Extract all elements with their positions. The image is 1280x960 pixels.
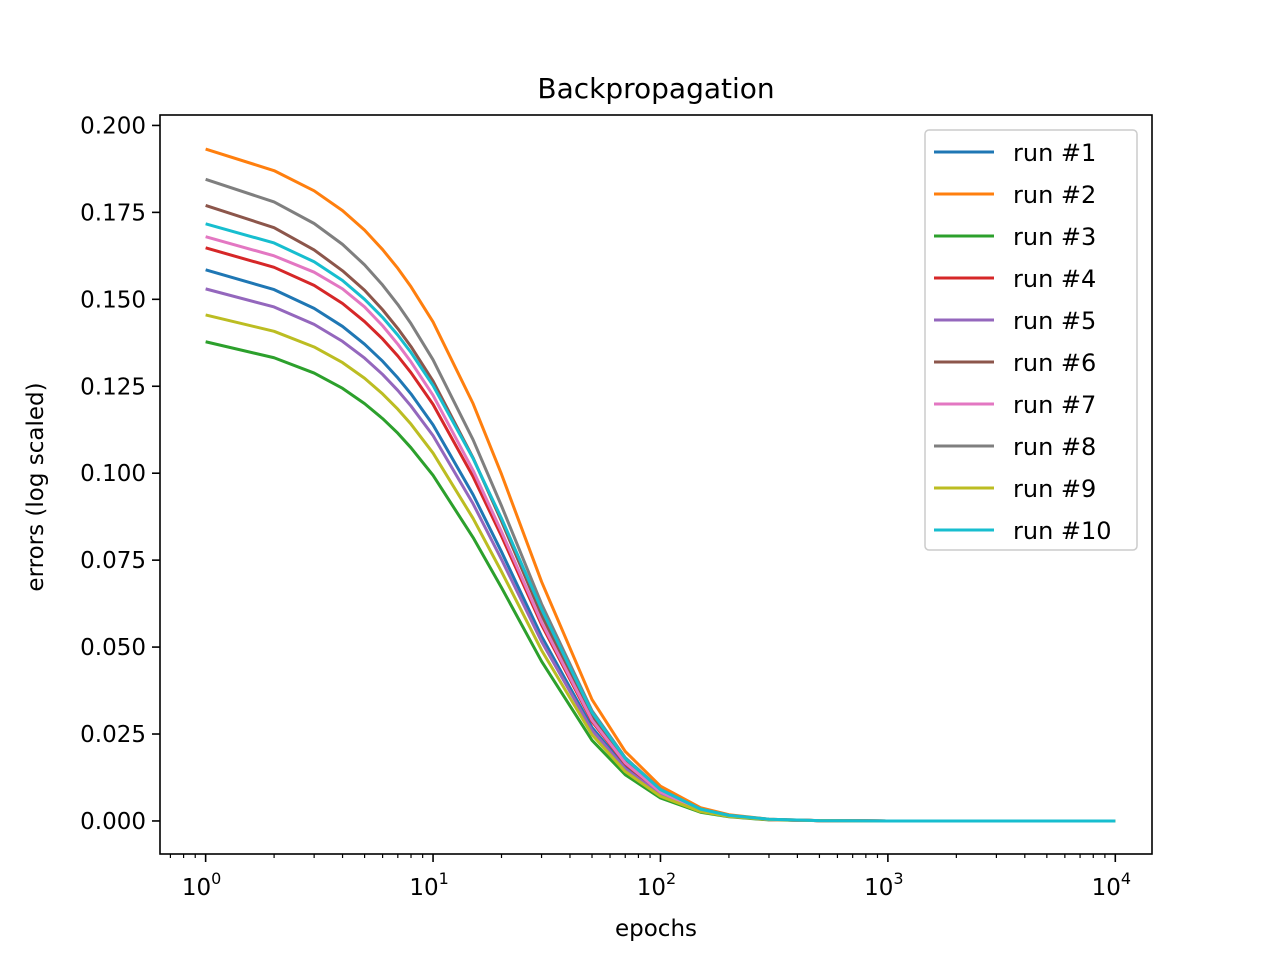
legend-label: run #5 xyxy=(1013,307,1096,335)
y-tick-label: 0.075 xyxy=(80,548,146,574)
y-tick-label: 0.025 xyxy=(80,722,146,748)
x-tick-base: 10 xyxy=(1092,875,1121,901)
x-tick-label: 101 xyxy=(409,869,448,901)
y-tick-label: 0.175 xyxy=(80,200,146,226)
x-tick-label: 104 xyxy=(1092,869,1131,901)
legend-item: run #5 xyxy=(934,307,1096,335)
y-tick-label: 0.050 xyxy=(80,635,146,661)
x-tick-label: 100 xyxy=(182,869,221,901)
x-tick-exponent: 1 xyxy=(439,869,449,888)
legend-label: run #10 xyxy=(1013,517,1112,545)
y-tick-label: 0.125 xyxy=(80,374,146,400)
x-tick-label: 103 xyxy=(864,869,903,901)
legend-item: run #9 xyxy=(934,475,1096,503)
legend-label: run #3 xyxy=(1013,223,1096,251)
x-axis-label: epochs xyxy=(615,916,697,942)
y-tick-label: 0.150 xyxy=(80,287,146,313)
y-tick-label: 0.000 xyxy=(80,809,146,835)
legend-item: run #10 xyxy=(934,517,1112,545)
legend-label: run #4 xyxy=(1013,265,1096,293)
legend-item: run #2 xyxy=(934,181,1096,209)
x-tick-label: 102 xyxy=(637,869,676,901)
legend-label: run #7 xyxy=(1013,391,1096,419)
legend-label: run #1 xyxy=(1013,139,1096,167)
x-tick-base: 10 xyxy=(864,875,893,901)
legend-label: run #2 xyxy=(1013,181,1096,209)
series-line-run-10 xyxy=(205,222,1116,823)
legend-item: run #8 xyxy=(934,433,1096,461)
legend-label: run #9 xyxy=(1013,475,1096,503)
legend-item: run #4 xyxy=(934,265,1096,293)
x-tick-exponent: 2 xyxy=(666,869,676,888)
legend-label: run #8 xyxy=(1013,433,1096,461)
x-tick-exponent: 0 xyxy=(211,869,221,888)
x-tick-base: 10 xyxy=(182,875,211,901)
y-tick-label: 0.100 xyxy=(80,461,146,487)
x-tick-exponent: 4 xyxy=(1121,869,1131,888)
plot-area xyxy=(205,147,1116,823)
legend-item: run #3 xyxy=(934,223,1096,251)
legend-item: run #1 xyxy=(934,139,1096,167)
y-axis-label: errors (log scaled) xyxy=(23,382,49,591)
x-tick-base: 10 xyxy=(637,875,666,901)
x-axis: 100 101 102 103 104 xyxy=(169,854,1131,901)
legend-item: run #6 xyxy=(934,349,1096,377)
y-tick-label: 0.200 xyxy=(80,113,146,139)
y-axis: 0.000 0.025 0.050 0.075 0.100 0.125 0.150 0.175… xyxy=(80,113,160,835)
legend-label: run #6 xyxy=(1013,349,1096,377)
legend-item: run #7 xyxy=(934,391,1096,419)
axes-frame xyxy=(159,114,1153,855)
legend: run #1 run #2 run #3 run #4 run #5 run #6 run … xyxy=(924,129,1138,551)
x-tick-base: 10 xyxy=(409,875,438,901)
x-tick-exponent: 3 xyxy=(893,869,903,888)
chart-title: Backpropagation xyxy=(537,72,774,105)
